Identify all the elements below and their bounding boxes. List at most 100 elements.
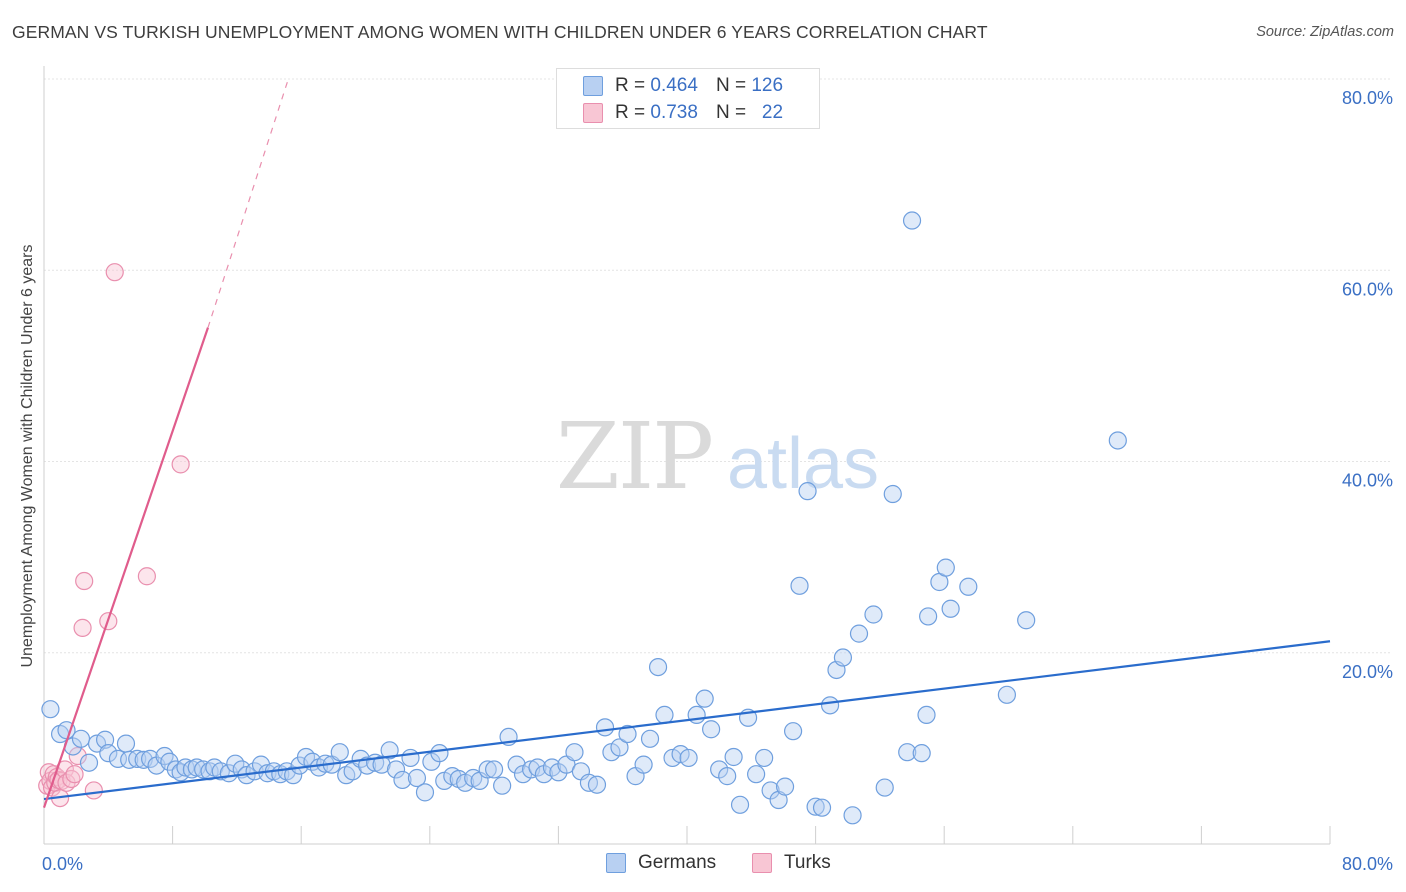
data-point-germans (883, 484, 902, 504)
data-point-germans (730, 795, 750, 814)
data-point-turks (68, 746, 87, 766)
data-point-germans (1017, 611, 1036, 630)
data-point-germans (407, 768, 427, 788)
data-point-germans (898, 743, 917, 762)
data-point-germans (783, 722, 803, 741)
data-point-germans (41, 700, 60, 719)
gridlines (44, 78, 1392, 654)
watermark-zip: ZIP (556, 403, 712, 510)
data-point-germans (936, 558, 955, 577)
data-point-germans (95, 730, 115, 749)
data-point-germans (485, 760, 504, 779)
data-point-germans (702, 720, 721, 739)
germans-points (41, 211, 1127, 825)
bottom-legend-swatch-turks (752, 853, 772, 873)
y-tick-label: 20.0% (1342, 662, 1393, 682)
data-point-germans (79, 753, 99, 772)
legend-row-turks: R = 0.738 N = 22 (583, 100, 783, 126)
data-point-germans (618, 724, 637, 744)
data-point-germans (99, 744, 118, 763)
data-point-germans (912, 744, 931, 763)
bottom-legend-swatch-germans (606, 853, 626, 873)
bottom-legend-label-turks: Turks (784, 852, 831, 873)
watermark-atlas: atlas (727, 424, 879, 504)
legend-n-label: N = (715, 102, 747, 123)
data-point-germans (140, 749, 160, 768)
data-point-turks (84, 781, 103, 800)
data-point-germans (775, 777, 795, 796)
data-point-turks (137, 567, 156, 586)
y-tick-label: 60.0% (1342, 279, 1393, 299)
data-point-germans (565, 743, 584, 762)
x-tick-label-max: 80.0% (1342, 854, 1393, 874)
data-point-germans (634, 755, 653, 774)
data-point-turks (171, 455, 190, 474)
data-point-germans (679, 748, 698, 768)
y-tick-label: 40.0% (1342, 471, 1393, 491)
data-point-germans (71, 729, 91, 748)
data-point-germans (386, 760, 406, 779)
data-point-germans (724, 747, 743, 767)
data-point-germans (755, 748, 774, 768)
data-point-germans (128, 749, 147, 768)
legend-n-germans: 126 (751, 75, 784, 96)
data-point-germans (493, 776, 512, 795)
trend-lines (42, 78, 1331, 809)
legend-r-turks: 0.738 (650, 102, 698, 123)
x-tick-label-min: 0.0% (42, 854, 83, 874)
data-point-germans (812, 798, 832, 817)
data-point-germans (415, 783, 435, 802)
data-point-germans (655, 705, 674, 725)
data-point-germans (587, 775, 607, 794)
data-point-germans (155, 746, 174, 766)
trend-line-germans (43, 640, 1331, 801)
data-point-germans (864, 605, 883, 624)
data-point-germans (1108, 431, 1127, 450)
legend-row-germans: R = 0.464 N = 126 (583, 73, 783, 99)
data-point-turks (75, 571, 94, 591)
data-point-germans (372, 755, 391, 774)
data-point-germans (478, 760, 497, 779)
data-point-germans (747, 765, 766, 784)
data-point-germans (640, 729, 660, 748)
data-point-germans (401, 748, 420, 768)
data-point-germans (718, 767, 737, 786)
trend-line-turks-extension (207, 78, 289, 328)
data-point-turks (65, 765, 84, 784)
data-point-germans (648, 657, 668, 677)
data-point-germans (820, 696, 840, 715)
correlation-legend: R = 0.464 N = 126 R = 0.738 N = 22 (556, 68, 820, 129)
data-point-germans (380, 741, 399, 760)
data-point-germans (902, 211, 922, 230)
data-point-germans (595, 718, 615, 737)
chart-title: GERMAN VS TURKISH UNEMPLOYMENT AMONG WOM… (12, 22, 988, 42)
data-point-germans (849, 624, 869, 643)
data-point-germans (875, 778, 894, 797)
data-point-turks (105, 263, 124, 282)
chart-source: Source: ZipAtlas.com (1256, 24, 1394, 40)
legend-swatch-turks (583, 103, 603, 123)
legend-r-label: R = (615, 102, 646, 123)
data-point-germans (430, 744, 449, 763)
data-point-germans (798, 482, 817, 501)
bottom-legend-germans: Germans (606, 852, 716, 874)
data-point-germans (790, 576, 809, 595)
y-tick-label: 80.0% (1342, 88, 1393, 108)
legend-n-label: N = (715, 75, 747, 96)
bottom-legend-turks: Turks (752, 852, 831, 874)
data-point-germans (610, 738, 629, 757)
data-point-germans (806, 797, 825, 816)
data-point-germans (695, 689, 714, 708)
legend-swatch-germans (583, 76, 603, 96)
data-point-germans (997, 685, 1016, 704)
data-point-germans (919, 607, 938, 626)
data-point-germans (393, 770, 412, 790)
data-point-germans (941, 599, 960, 618)
data-point-germans (284, 766, 303, 785)
data-point-germans (843, 806, 862, 825)
legend-r-germans: 0.464 (650, 75, 698, 96)
data-point-germans (833, 648, 853, 667)
tick-labels: 20.0% 40.0% 60.0% 80.0% 0.0% 80.0% (42, 88, 1393, 874)
data-point-germans (687, 705, 706, 725)
